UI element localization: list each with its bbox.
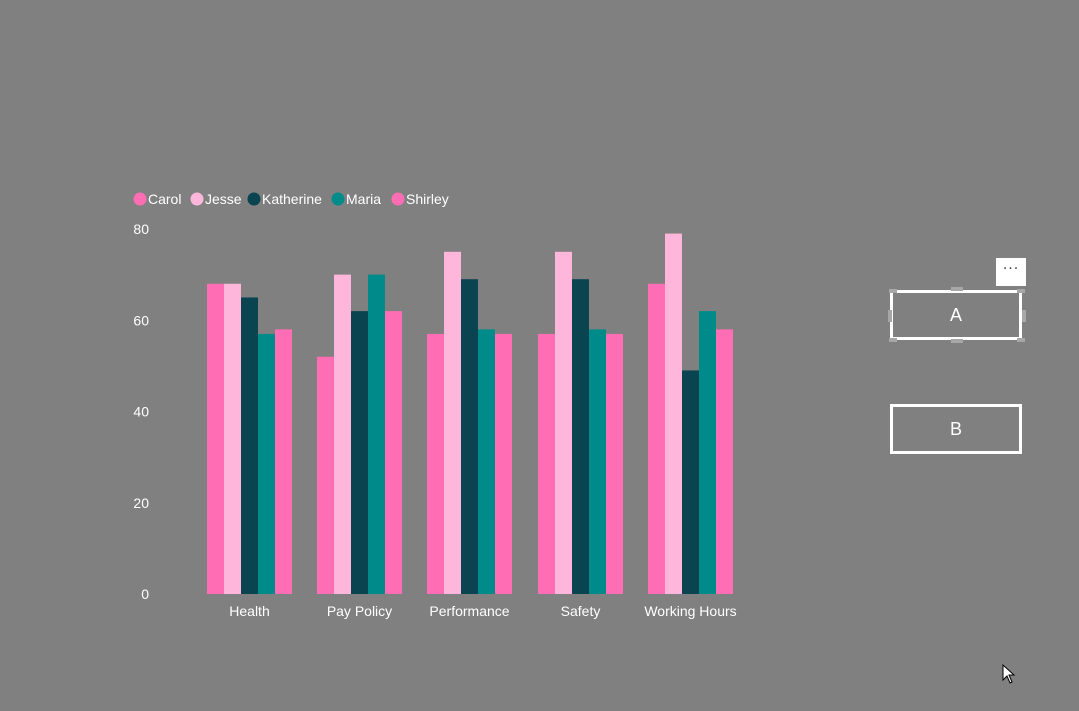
bar-carol-working-hours [648, 283, 665, 594]
bar-carol-performance [427, 333, 444, 594]
slicer-button-b[interactable]: B [890, 404, 1022, 454]
legend-marker-katherine [247, 192, 261, 206]
x-tick-label: Working Hours [644, 603, 736, 619]
bar-maria-working-hours [699, 311, 716, 594]
bar-jesse-safety [555, 251, 572, 594]
legend-marker-maria [331, 192, 345, 206]
bar-maria-performance [478, 329, 495, 594]
bar-maria-pay-policy [368, 274, 385, 594]
legend-label-shirley: Shirley [406, 191, 449, 207]
bar-carol-health [207, 283, 224, 594]
resize-handle-top-left[interactable] [889, 289, 897, 293]
more-options-icon: ··· [1002, 261, 1020, 277]
bar-katherine-health [241, 297, 258, 594]
resize-handle-bottom-mid[interactable] [951, 339, 963, 343]
legend-marker-shirley [391, 192, 405, 206]
y-tick-label: 20 [133, 495, 149, 511]
x-tick-label: Performance [429, 603, 509, 619]
legend-label-katherine: Katherine [262, 191, 322, 207]
legend-marker-carol [133, 192, 147, 206]
bar-jesse-working-hours [665, 233, 682, 594]
bar-jesse-pay-policy [334, 274, 351, 594]
bar-katherine-performance [461, 279, 478, 594]
bar-shirley-performance [495, 333, 512, 594]
y-tick-label: 0 [141, 586, 149, 602]
resize-handle-bottom-right[interactable] [1017, 338, 1025, 342]
legend-label-carol: Carol [148, 191, 181, 207]
slicer-button-a-label: A [949, 304, 962, 325]
x-tick-label: Health [229, 603, 269, 619]
bar-jesse-health [224, 283, 241, 594]
resize-handle-top-right[interactable] [1017, 289, 1025, 293]
resize-handle-bottom-left[interactable] [889, 338, 897, 342]
x-tick-label: Pay Policy [327, 603, 392, 619]
bar-maria-safety [589, 329, 606, 594]
bar-shirley-pay-policy [385, 311, 402, 594]
bar-shirley-working-hours [716, 329, 733, 594]
bar-katherine-safety [572, 279, 589, 594]
bar-shirley-health [275, 329, 292, 594]
bar-shirley-safety [606, 333, 623, 594]
bar-maria-health [258, 333, 275, 594]
mouse-pointer-icon [1002, 664, 1016, 684]
y-tick-label: 60 [133, 312, 149, 328]
more-options-button[interactable]: ··· [996, 258, 1026, 286]
resize-handle-left-mid[interactable] [888, 310, 892, 322]
y-tick-label: 40 [133, 404, 149, 420]
resize-handle-top-mid[interactable] [951, 287, 963, 291]
slicer-button-a[interactable]: A [890, 290, 1022, 340]
resize-handle-right-mid[interactable] [1022, 310, 1026, 322]
legend-label-jesse: Jesse [205, 191, 242, 207]
slicer-button-b-label: B [949, 418, 962, 439]
legend-marker-jesse [190, 192, 204, 206]
x-tick-label: Safety [561, 603, 601, 619]
bar-katherine-working-hours [682, 370, 699, 594]
y-tick-label: 80 [133, 221, 149, 237]
bar-carol-pay-policy [317, 356, 334, 594]
bar-katherine-pay-policy [351, 311, 368, 594]
legend-label-maria: Maria [346, 191, 381, 207]
bar-jesse-performance [444, 251, 461, 594]
bar-carol-safety [538, 333, 555, 594]
